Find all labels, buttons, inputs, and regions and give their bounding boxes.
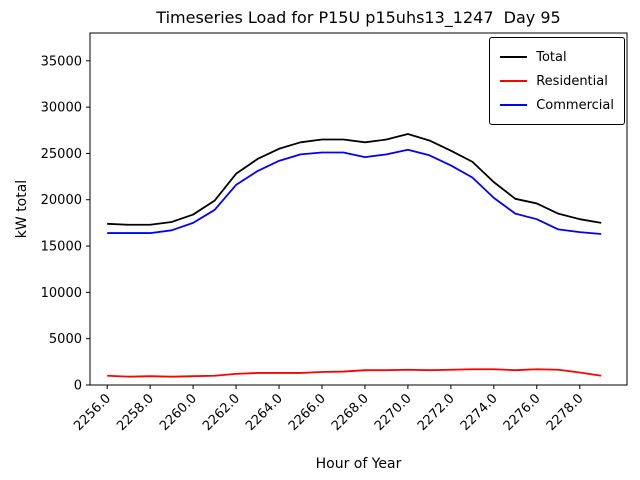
x-axis-label: Hour of Year <box>315 456 402 472</box>
legend-label-commercial: Commercial <box>536 97 614 113</box>
y-tick-label: 5000 <box>49 332 82 347</box>
series-line-total <box>107 133 602 226</box>
axes-frame <box>89 32 628 386</box>
x-tick-label: 2276.0 <box>501 391 544 434</box>
x-tick-label: 2268.0 <box>329 391 372 434</box>
x-tick-label: 2264.0 <box>243 391 286 434</box>
y-tick-label: 15000 <box>41 240 82 255</box>
x-tick-label: 2258.0 <box>114 391 157 434</box>
legend: Total Residential Commercial <box>489 37 625 125</box>
x-tick-label: 2270.0 <box>372 391 415 434</box>
x-tick-label: 2260.0 <box>157 391 200 434</box>
legend-label-residential: Residential <box>536 73 608 89</box>
legend-item-commercial: Commercial <box>500 93 614 117</box>
legend-item-residential: Residential <box>500 69 614 93</box>
x-tick-label: 2274.0 <box>458 391 501 434</box>
y-tick-label: 30000 <box>41 101 82 116</box>
y-tick-label: 20000 <box>41 193 82 208</box>
legend-item-total: Total <box>500 45 614 69</box>
y-tick-label: 35000 <box>41 54 82 69</box>
x-tick-label: 2256.0 <box>71 391 114 434</box>
legend-line-commercial <box>500 104 528 106</box>
series-line-commercial <box>107 148 602 235</box>
series-line-residential <box>107 368 602 378</box>
x-tick-label: 2266.0 <box>286 391 329 434</box>
y-tick-label: 0 <box>74 379 82 394</box>
chart-title: Timeseries Load for P15U p15uhs13_1247 D… <box>156 8 561 27</box>
legend-label-total: Total <box>536 49 567 65</box>
x-tick-label: 2262.0 <box>200 391 243 434</box>
legend-line-total <box>500 56 528 58</box>
y-tick-label: 25000 <box>41 147 82 162</box>
x-tick-label: 2278.0 <box>544 391 587 434</box>
x-tick-label: 2272.0 <box>415 391 458 434</box>
legend-line-residential <box>500 80 528 82</box>
y-tick-label: 10000 <box>41 286 82 301</box>
